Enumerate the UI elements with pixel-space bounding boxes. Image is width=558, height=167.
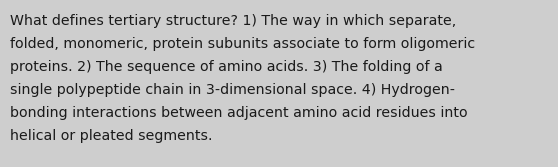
Text: helical or pleated segments.: helical or pleated segments.	[10, 129, 213, 143]
Text: single polypeptide chain in 3-dimensional space. 4) Hydrogen-: single polypeptide chain in 3-dimensiona…	[10, 83, 455, 97]
Text: proteins. 2) The sequence of amino acids. 3) The folding of a: proteins. 2) The sequence of amino acids…	[10, 60, 442, 74]
Text: bonding interactions between adjacent amino acid residues into: bonding interactions between adjacent am…	[10, 106, 468, 120]
Text: folded, monomeric, protein subunits associate to form oligomeric: folded, monomeric, protein subunits asso…	[10, 37, 475, 51]
Text: What defines tertiary structure? 1) The way in which separate,: What defines tertiary structure? 1) The …	[10, 14, 456, 28]
